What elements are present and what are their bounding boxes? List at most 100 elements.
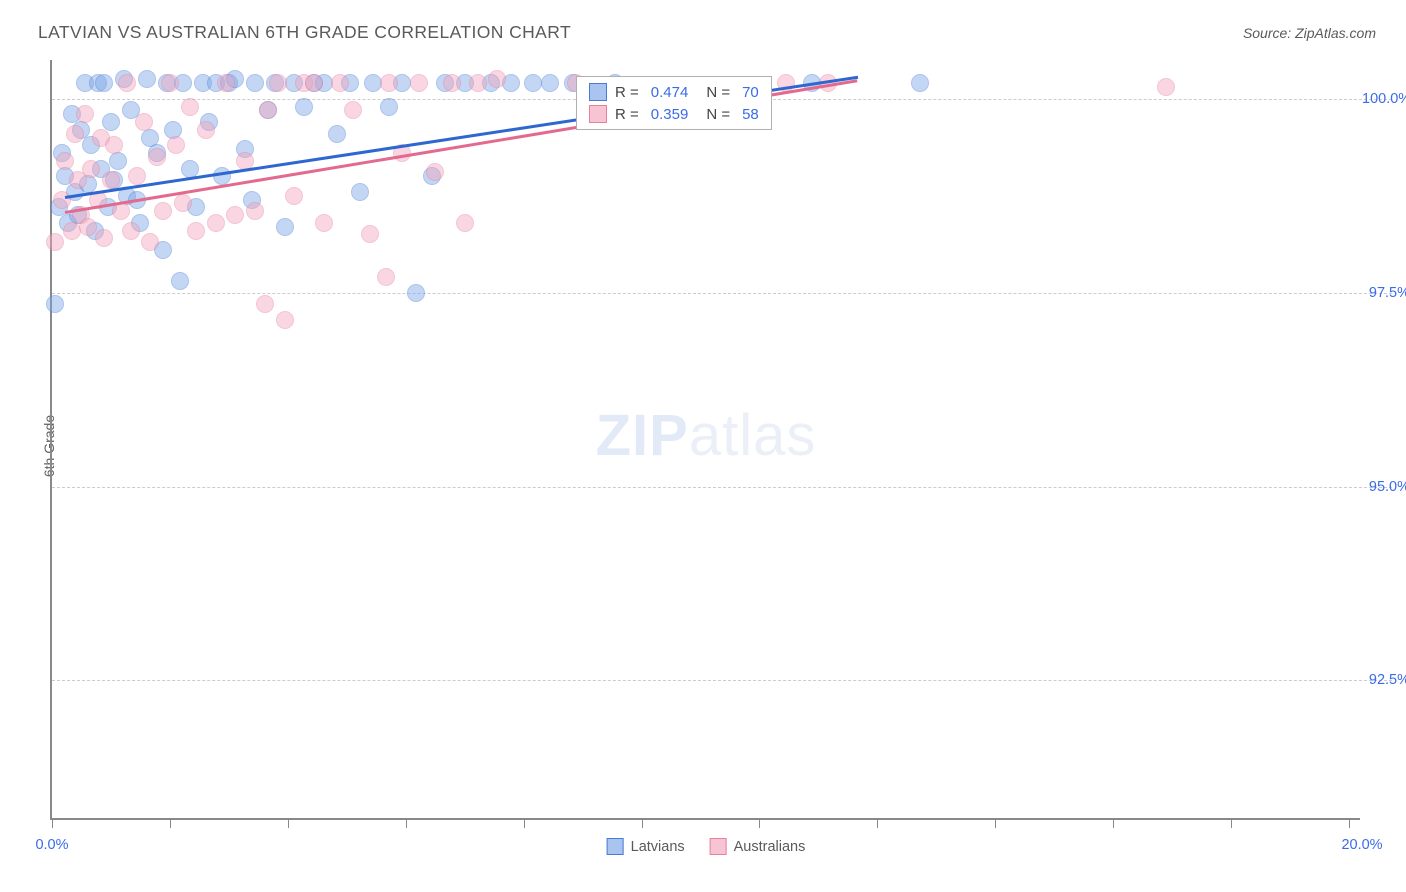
scatter-point bbox=[109, 152, 127, 170]
scatter-point bbox=[226, 206, 244, 224]
gridline bbox=[52, 293, 1392, 294]
scatter-point bbox=[259, 101, 277, 119]
chart-title: LATVIAN VS AUSTRALIAN 6TH GRADE CORRELAT… bbox=[38, 22, 571, 43]
x-tick bbox=[1349, 818, 1350, 828]
scatter-point bbox=[135, 113, 153, 131]
scatter-point bbox=[315, 214, 333, 232]
scatter-point bbox=[377, 268, 395, 286]
scatter-point bbox=[328, 125, 346, 143]
scatter-point bbox=[285, 187, 303, 205]
legend-label: Australians bbox=[734, 839, 806, 855]
scatter-point bbox=[305, 74, 323, 92]
scatter-point bbox=[911, 74, 929, 92]
scatter-point bbox=[161, 74, 179, 92]
stats-r-label: R = bbox=[615, 84, 639, 101]
scatter-point bbox=[66, 125, 84, 143]
scatter-point bbox=[181, 160, 199, 178]
scatter-point bbox=[79, 218, 97, 236]
scatter-point bbox=[380, 74, 398, 92]
chart-plot-area: ZIPatlas 100.0%97.5%95.0%92.5%0.0%20.0%R… bbox=[50, 60, 1360, 820]
stats-r-value: 0.474 bbox=[651, 84, 689, 101]
stats-r-label: R = bbox=[615, 106, 639, 123]
x-tick bbox=[1231, 818, 1232, 828]
scatter-point bbox=[63, 222, 81, 240]
scatter-point bbox=[187, 222, 205, 240]
scatter-point bbox=[246, 74, 264, 92]
scatter-point bbox=[331, 74, 349, 92]
legend-swatch-icon bbox=[710, 838, 727, 855]
stats-row: R = 0.359 N = 58 bbox=[589, 105, 759, 123]
scatter-point bbox=[181, 98, 199, 116]
scatter-point bbox=[102, 171, 120, 189]
y-tick-label: 97.5% bbox=[1362, 285, 1406, 301]
scatter-point bbox=[541, 74, 559, 92]
x-tick bbox=[877, 818, 878, 828]
scatter-point bbox=[351, 183, 369, 201]
watermark: ZIPatlas bbox=[596, 402, 817, 469]
x-tick bbox=[524, 818, 525, 828]
scatter-point bbox=[154, 202, 172, 220]
scatter-point bbox=[410, 74, 428, 92]
scatter-point bbox=[256, 295, 274, 313]
scatter-point bbox=[207, 214, 225, 232]
scatter-point bbox=[76, 105, 94, 123]
scatter-point bbox=[246, 202, 264, 220]
scatter-point bbox=[148, 148, 166, 166]
x-tick-label: 20.0% bbox=[1341, 837, 1382, 853]
gridline bbox=[52, 680, 1392, 681]
stats-row: R =0.474N =70 bbox=[589, 83, 759, 101]
scatter-point bbox=[82, 160, 100, 178]
x-tick bbox=[759, 818, 760, 828]
scatter-point bbox=[118, 74, 136, 92]
scatter-point bbox=[171, 272, 189, 290]
legend-item: Latvians bbox=[607, 838, 685, 855]
scatter-point bbox=[344, 101, 362, 119]
scatter-point bbox=[276, 311, 294, 329]
scatter-point bbox=[488, 70, 506, 88]
scatter-point bbox=[217, 74, 235, 92]
scatter-point bbox=[524, 74, 542, 92]
gridline bbox=[52, 487, 1392, 488]
scatter-point bbox=[138, 70, 156, 88]
chart-header: LATVIAN VS AUSTRALIAN 6TH GRADE CORRELAT… bbox=[38, 22, 1376, 43]
scatter-point bbox=[56, 152, 74, 170]
x-tick-label: 0.0% bbox=[35, 837, 68, 853]
x-tick bbox=[288, 818, 289, 828]
stats-n-value: 58 bbox=[742, 106, 759, 123]
scatter-point bbox=[1157, 78, 1175, 96]
scatter-point bbox=[95, 229, 113, 247]
legend-item: Australians bbox=[710, 838, 806, 855]
scatter-point bbox=[364, 74, 382, 92]
scatter-point bbox=[426, 163, 444, 181]
scatter-point bbox=[128, 167, 146, 185]
scatter-point bbox=[167, 136, 185, 154]
x-tick bbox=[1113, 818, 1114, 828]
stats-n-label: N = bbox=[706, 106, 730, 123]
x-tick bbox=[995, 818, 996, 828]
scatter-point bbox=[53, 191, 71, 209]
scatter-point bbox=[380, 98, 398, 116]
legend-swatch-icon bbox=[589, 105, 607, 123]
scatter-point bbox=[443, 74, 461, 92]
scatter-point bbox=[105, 136, 123, 154]
legend-swatch-icon bbox=[589, 83, 607, 101]
y-tick-label: 100.0% bbox=[1362, 91, 1406, 107]
scatter-point bbox=[95, 74, 113, 92]
scatter-point bbox=[174, 194, 192, 212]
scatter-point bbox=[46, 295, 64, 313]
stats-r-value: 0.359 bbox=[651, 106, 689, 123]
chart-legend: Latvians Australians bbox=[607, 838, 806, 855]
scatter-point bbox=[456, 214, 474, 232]
scatter-point bbox=[361, 225, 379, 243]
scatter-point bbox=[276, 218, 294, 236]
scatter-point bbox=[141, 233, 159, 251]
y-tick-label: 95.0% bbox=[1362, 479, 1406, 495]
scatter-point bbox=[269, 74, 287, 92]
scatter-point bbox=[197, 121, 215, 139]
scatter-point bbox=[46, 233, 64, 251]
scatter-point bbox=[407, 284, 425, 302]
legend-swatch-icon bbox=[607, 838, 624, 855]
scatter-point bbox=[469, 74, 487, 92]
scatter-point bbox=[122, 222, 140, 240]
x-tick bbox=[52, 818, 53, 828]
